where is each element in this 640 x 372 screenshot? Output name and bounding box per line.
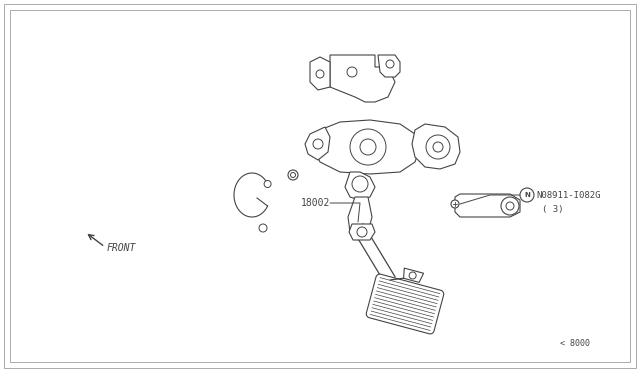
- Polygon shape: [345, 172, 375, 200]
- Polygon shape: [330, 55, 395, 102]
- Polygon shape: [310, 57, 330, 90]
- Circle shape: [288, 170, 298, 180]
- Circle shape: [520, 188, 534, 202]
- Polygon shape: [312, 120, 420, 174]
- Circle shape: [291, 173, 296, 177]
- Polygon shape: [366, 274, 444, 334]
- Circle shape: [433, 142, 443, 152]
- Circle shape: [352, 176, 368, 192]
- Text: 18002: 18002: [301, 198, 330, 208]
- Polygon shape: [412, 124, 460, 169]
- Circle shape: [386, 60, 394, 68]
- Circle shape: [347, 67, 357, 77]
- Polygon shape: [404, 268, 424, 282]
- Circle shape: [501, 197, 519, 215]
- Circle shape: [259, 224, 267, 232]
- Circle shape: [316, 70, 324, 78]
- Circle shape: [451, 200, 459, 208]
- Text: FRONT: FRONT: [107, 243, 136, 253]
- Polygon shape: [378, 55, 400, 77]
- Circle shape: [313, 139, 323, 149]
- Polygon shape: [305, 127, 330, 160]
- Polygon shape: [349, 224, 375, 240]
- Circle shape: [357, 227, 367, 237]
- Polygon shape: [348, 197, 372, 237]
- Text: ( 3): ( 3): [542, 205, 563, 214]
- Circle shape: [350, 129, 386, 165]
- Circle shape: [409, 272, 416, 279]
- Text: N08911-I082G: N08911-I082G: [536, 190, 600, 199]
- Circle shape: [506, 202, 514, 210]
- Circle shape: [426, 135, 450, 159]
- Polygon shape: [455, 194, 520, 217]
- Circle shape: [264, 180, 271, 187]
- Text: < 8000: < 8000: [560, 340, 590, 349]
- Circle shape: [360, 139, 376, 155]
- Text: N: N: [524, 192, 530, 198]
